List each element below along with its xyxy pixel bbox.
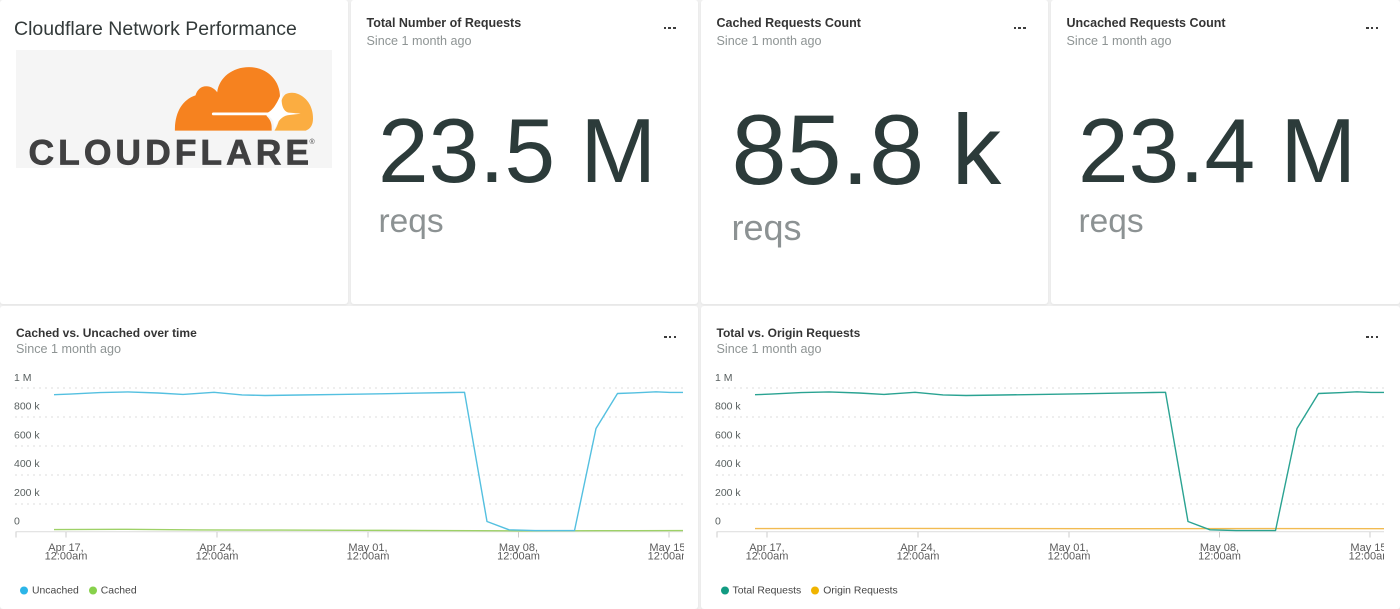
- svg-text:0: 0: [14, 516, 20, 528]
- svg-text:12:00am: 12:00am: [896, 551, 939, 563]
- svg-text:600 k: 600 k: [14, 429, 40, 441]
- svg-text:May 01,: May 01,: [1049, 542, 1088, 554]
- svg-text:12:00am: 12:00am: [1348, 551, 1384, 563]
- svg-text:800 k: 800 k: [14, 401, 40, 413]
- svg-text:200 k: 200 k: [14, 487, 40, 499]
- svg-text:12:00am: 12:00am: [347, 551, 390, 563]
- svg-text:12:00am: 12:00am: [1047, 551, 1090, 563]
- svg-text:May 15,: May 15,: [649, 542, 683, 554]
- svg-text:12:00am: 12:00am: [497, 551, 540, 563]
- svg-text:400 k: 400 k: [14, 458, 40, 470]
- svg-text:Apr 17,: Apr 17,: [749, 542, 784, 554]
- svg-text:12:00am: 12:00am: [648, 551, 684, 563]
- svg-text:12:00am: 12:00am: [745, 551, 788, 563]
- svg-text:0: 0: [715, 516, 721, 528]
- svg-text:12:00am: 12:00am: [1198, 551, 1241, 563]
- svg-text:1 M: 1 M: [715, 372, 733, 384]
- svg-text:12:00am: 12:00am: [196, 551, 239, 563]
- svg-text:May 08,: May 08,: [499, 542, 538, 554]
- svg-text:Apr 24,: Apr 24,: [900, 542, 935, 554]
- svg-text:200 k: 200 k: [715, 487, 741, 499]
- svg-text:800 k: 800 k: [715, 401, 741, 413]
- svg-text:May 15,: May 15,: [1350, 542, 1384, 554]
- svg-text:CLOUDFLARE: CLOUDFLARE: [29, 132, 314, 168]
- svg-text:400 k: 400 k: [715, 458, 741, 470]
- svg-text:12:00am: 12:00am: [45, 551, 88, 563]
- svg-text:1 M: 1 M: [14, 372, 32, 384]
- svg-text:600 k: 600 k: [715, 429, 741, 441]
- svg-text:Apr 17,: Apr 17,: [48, 542, 83, 554]
- svg-text:®: ®: [310, 138, 316, 146]
- svg-text:May 08,: May 08,: [1199, 542, 1238, 554]
- svg-text:Apr 24,: Apr 24,: [199, 542, 234, 554]
- svg-text:May 01,: May 01,: [348, 542, 387, 554]
